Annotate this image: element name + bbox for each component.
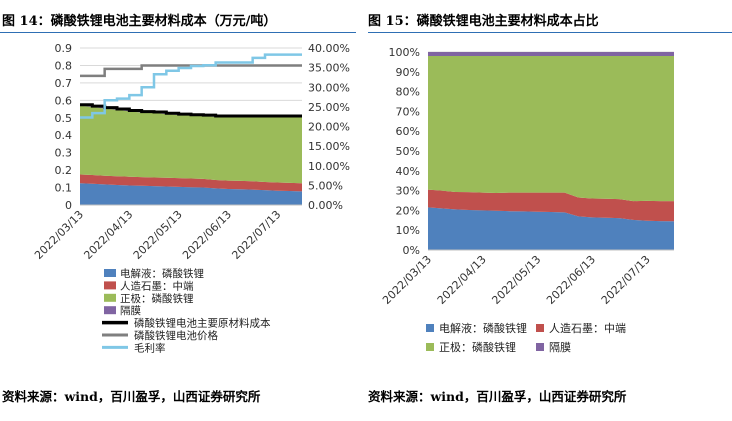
figure15-source: 资料来源：wind，百川盈孚，山西证券研究所 — [368, 389, 627, 404]
x-tick-label: 2022/06/13 — [544, 253, 598, 307]
legend-label: 隔膜 — [120, 305, 141, 317]
legend-label: 磷酸铁锂电池主要原材料成本 — [134, 317, 271, 330]
x-tick-label: 2022/07/13 — [229, 208, 283, 262]
figure14-title: 图 14：磷酸铁锂电池主要材料成本（万元/吨） — [2, 14, 277, 29]
y-tick-label: 20% — [396, 204, 420, 217]
legend-label: 正极：磷酸铁锂 — [120, 292, 194, 305]
y-tick-label: 10% — [396, 224, 420, 237]
y-tick-label: 0.6 — [55, 94, 73, 107]
figure15-panel: 图 15：磷酸铁锂电池主要材料成本占比 0% 10% 20% 30% 40% 50% 60%… — [368, 0, 732, 421]
y-tick-label: 0.2 — [55, 164, 73, 177]
y2-tick-label: 20.00% — [308, 121, 350, 134]
y-tick-label: 0 — [65, 199, 72, 212]
y2-tick-label: 5.00% — [308, 179, 343, 192]
area-series-3 — [428, 52, 674, 56]
y-tick-label: 30% — [396, 185, 420, 198]
legend-swatch — [536, 324, 544, 332]
y-tick-label: 0.9 — [55, 42, 73, 55]
legend-swatch — [104, 293, 116, 302]
figure15-title: 图 15：磷酸铁锂电池主要材料成本占比 — [368, 14, 599, 29]
x-tick-label: 2022/05/13 — [131, 208, 185, 262]
legend-label: 人造石墨：中端 — [549, 321, 626, 335]
figure15-chart: 0% 10% 20% 30% 40% 50% 60% 70% 80% 90% 100% 2022/03… — [380, 46, 674, 354]
legend-swatch — [426, 343, 434, 351]
legend-label: 人造石墨：中端 — [120, 279, 194, 292]
x-tick-label: 2022/06/13 — [180, 208, 234, 262]
legend-swatch — [104, 281, 116, 290]
legend-swatch — [426, 324, 434, 332]
y2-tick-label: 40.00% — [308, 42, 350, 55]
figure14-chart: 0 0.1 0.2 0.3 0.4 0.5 0.6 0.7 0.8 0.9 0.00% 5.00% 10… — [32, 42, 350, 354]
y2-tick-label: 30.00% — [308, 81, 350, 94]
y-tick-label: 0.8 — [55, 59, 73, 72]
figure15-title-rule — [368, 32, 732, 33]
y-tick-label: 0.1 — [55, 182, 73, 195]
x-tick-label: 2022/04/13 — [81, 208, 135, 262]
y-tick-label: 0.7 — [55, 77, 73, 90]
x-tick-label: 2022/05/13 — [489, 253, 543, 307]
y-tick-label: 80% — [396, 86, 420, 99]
legend-label: 正极：磷酸铁锂 — [439, 340, 516, 354]
y2-tick-label: 10.00% — [308, 160, 350, 173]
legend-swatch — [104, 269, 116, 277]
area-series-2 — [428, 55, 674, 202]
line-series-6 — [80, 53, 302, 119]
area-series-0 — [428, 207, 674, 250]
x-tick-label: 2022/07/13 — [599, 253, 653, 307]
area-series-0 — [80, 183, 302, 205]
y-tick-label: 0% — [403, 244, 420, 257]
y-tick-label: 0.5 — [55, 112, 73, 125]
y-tick-label: 90% — [396, 66, 420, 79]
y-tick-label: 100% — [389, 46, 420, 59]
y-tick-label: 0.3 — [55, 147, 73, 160]
y-tick-label: 40% — [396, 165, 420, 178]
legend-label: 磷酸铁锂电池价格 — [134, 329, 218, 342]
line-series-4 — [80, 103, 302, 118]
y-tick-label: 50% — [396, 145, 420, 158]
y-tick-label: 70% — [396, 105, 420, 118]
area-series-2 — [80, 105, 302, 184]
x-tick-label: 2022/03/13 — [380, 253, 434, 307]
y2-tick-label: 25.00% — [308, 101, 350, 114]
legend-label: 隔膜 — [549, 341, 571, 354]
figure14-panel: 图 14：磷酸铁锂电池主要材料成本（万元/吨） 0 0.1 0.2 0.3 0.4 0.5… — [0, 0, 362, 421]
figure14-title-rule — [0, 32, 356, 33]
legend-label: 毛利率 — [134, 341, 166, 354]
y-tick-label: 60% — [396, 125, 420, 138]
y2-tick-label: 0.00% — [308, 199, 343, 212]
x-tick-label: 2022/04/13 — [435, 253, 489, 307]
area-series-1 — [80, 174, 302, 192]
y2-tick-label: 15.00% — [308, 140, 350, 153]
legend-label: 电解液：磷酸铁锂 — [120, 267, 204, 280]
figure14-source: 资料来源：wind，百川盈孚，山西证券研究所 — [2, 389, 261, 404]
line-series-5 — [80, 64, 302, 78]
y2-tick-label: 35.00% — [308, 62, 350, 75]
legend-label: 电解液：磷酸铁锂 — [439, 321, 527, 335]
area-series-1 — [428, 189, 674, 222]
y-tick-label: 0.4 — [55, 129, 73, 142]
x-tick-label: 2022/03/13 — [32, 208, 86, 262]
legend-swatch — [104, 306, 116, 315]
legend-swatch — [536, 343, 544, 351]
